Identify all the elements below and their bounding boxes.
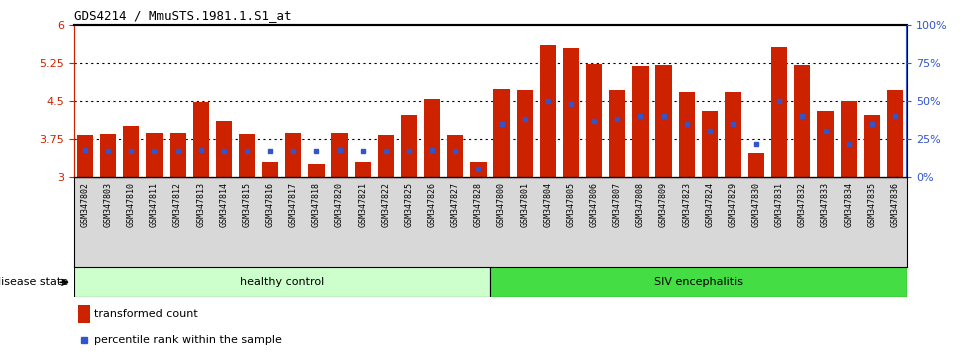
Text: GSM347827: GSM347827 xyxy=(451,182,460,227)
Bar xyxy=(401,115,417,177)
Bar xyxy=(377,135,394,177)
Text: GSM347811: GSM347811 xyxy=(150,182,159,227)
Bar xyxy=(355,162,370,177)
Bar xyxy=(216,121,232,177)
Bar xyxy=(447,135,464,177)
Text: GSM347832: GSM347832 xyxy=(798,182,807,227)
Text: GDS4214 / MmuSTS.1981.1.S1_at: GDS4214 / MmuSTS.1981.1.S1_at xyxy=(74,9,291,22)
Bar xyxy=(632,67,649,177)
Text: healthy control: healthy control xyxy=(240,277,323,287)
Text: GSM347802: GSM347802 xyxy=(80,182,89,227)
Text: GSM347804: GSM347804 xyxy=(543,182,553,227)
Bar xyxy=(610,90,625,177)
Text: disease state: disease state xyxy=(0,277,69,287)
Bar xyxy=(331,133,348,177)
Bar xyxy=(285,133,302,177)
Text: GSM347805: GSM347805 xyxy=(566,182,575,227)
Text: GSM347817: GSM347817 xyxy=(289,182,298,227)
Text: GSM347833: GSM347833 xyxy=(821,182,830,227)
Text: GSM347806: GSM347806 xyxy=(590,182,599,227)
Bar xyxy=(516,90,533,177)
Bar xyxy=(656,65,671,177)
Bar xyxy=(794,65,810,177)
Text: GSM347812: GSM347812 xyxy=(173,182,182,227)
Text: GSM347831: GSM347831 xyxy=(775,182,784,227)
Bar xyxy=(494,89,510,177)
Text: GSM347824: GSM347824 xyxy=(706,182,714,227)
Bar xyxy=(841,101,857,177)
Bar xyxy=(563,47,579,177)
Bar xyxy=(77,135,93,177)
Bar xyxy=(490,267,906,297)
Text: GSM347815: GSM347815 xyxy=(242,182,252,227)
Bar xyxy=(239,135,255,177)
Bar xyxy=(262,162,278,177)
Bar xyxy=(470,162,486,177)
Bar xyxy=(193,102,209,177)
Text: percentile rank within the sample: percentile rank within the sample xyxy=(94,335,282,345)
Text: GSM347808: GSM347808 xyxy=(636,182,645,227)
Bar xyxy=(123,126,139,177)
Bar xyxy=(817,111,834,177)
Text: GSM347821: GSM347821 xyxy=(359,182,368,227)
Text: GSM347822: GSM347822 xyxy=(381,182,390,227)
Text: GSM347823: GSM347823 xyxy=(682,182,691,227)
Text: GSM347807: GSM347807 xyxy=(612,182,621,227)
Text: transformed count: transformed count xyxy=(94,309,198,319)
Text: GSM347803: GSM347803 xyxy=(104,182,113,227)
Bar xyxy=(678,92,695,177)
Bar xyxy=(74,267,490,297)
Text: GSM347818: GSM347818 xyxy=(312,182,321,227)
Bar xyxy=(146,133,163,177)
Bar xyxy=(170,133,186,177)
Bar xyxy=(540,45,556,177)
Text: GSM347825: GSM347825 xyxy=(405,182,414,227)
Text: GSM347826: GSM347826 xyxy=(427,182,437,227)
Bar xyxy=(77,305,90,323)
Text: GSM347814: GSM347814 xyxy=(220,182,228,227)
Text: GSM347800: GSM347800 xyxy=(497,182,506,227)
Bar xyxy=(887,90,903,177)
Bar xyxy=(586,64,603,177)
Text: GSM347830: GSM347830 xyxy=(752,182,760,227)
Bar xyxy=(863,115,880,177)
Bar xyxy=(702,111,718,177)
Bar xyxy=(309,164,324,177)
Text: GSM347820: GSM347820 xyxy=(335,182,344,227)
Text: GSM347809: GSM347809 xyxy=(659,182,668,227)
Bar xyxy=(100,135,117,177)
Bar xyxy=(725,92,741,177)
Bar xyxy=(424,99,440,177)
Text: SIV encephalitis: SIV encephalitis xyxy=(654,277,743,287)
Bar xyxy=(771,47,787,177)
Bar xyxy=(748,153,764,177)
Text: GSM347816: GSM347816 xyxy=(266,182,274,227)
Text: GSM347835: GSM347835 xyxy=(867,182,876,227)
Text: GSM347828: GSM347828 xyxy=(474,182,483,227)
Text: GSM347836: GSM347836 xyxy=(891,182,900,227)
Text: GSM347801: GSM347801 xyxy=(520,182,529,227)
Text: GSM347834: GSM347834 xyxy=(844,182,854,227)
Text: GSM347829: GSM347829 xyxy=(728,182,738,227)
Text: GSM347810: GSM347810 xyxy=(126,182,136,227)
Text: GSM347813: GSM347813 xyxy=(196,182,205,227)
